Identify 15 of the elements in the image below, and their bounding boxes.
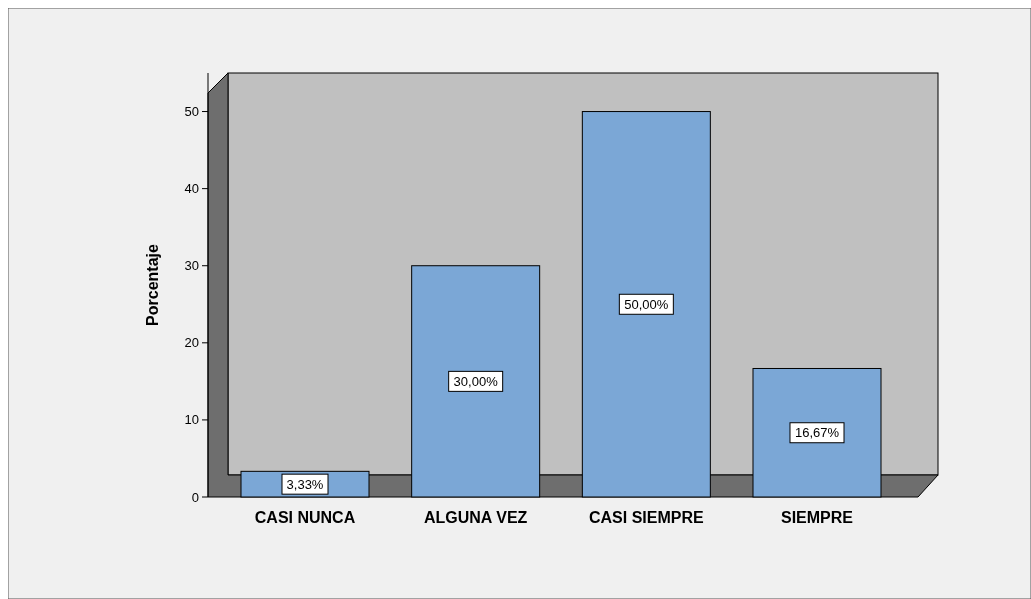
y-axis-title: Porcentaje (144, 243, 161, 326)
y-tick-label: 50 (184, 104, 199, 120)
y-tick-label: 20 (184, 335, 199, 351)
data-label: 16,67% (794, 425, 840, 441)
y-tick-label: 0 (191, 489, 199, 505)
x-tick-label: SIEMPRE (780, 509, 854, 526)
data-label: 3,33% (286, 476, 324, 492)
y-tick-label: 40 (184, 181, 199, 197)
data-label: 30,00% (453, 373, 499, 389)
data-label: 50,00% (624, 296, 669, 312)
x-tick-label: CASI SIEMPRE (588, 509, 705, 526)
y-tick-label: 30 (184, 258, 199, 274)
y-tick-label: 10 (184, 412, 199, 428)
x-tick-label: ALGUNA VEZ (423, 509, 528, 526)
x-tick-label: CASI NUNCA (254, 509, 356, 526)
